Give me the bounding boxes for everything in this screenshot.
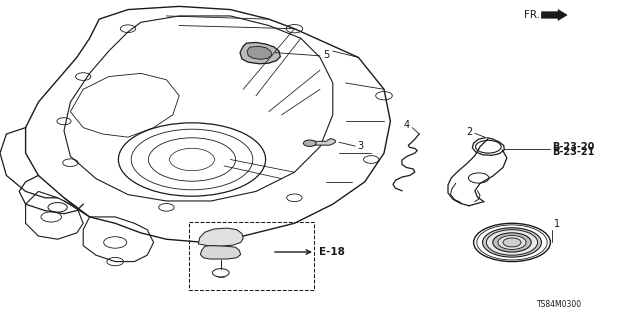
- Text: 3: 3: [357, 141, 364, 151]
- Text: B-23-21: B-23-21: [552, 147, 594, 158]
- Text: TS84M0300: TS84M0300: [538, 300, 582, 309]
- Text: 1: 1: [554, 219, 560, 229]
- Polygon shape: [200, 246, 241, 259]
- Text: 4: 4: [404, 120, 410, 130]
- Circle shape: [486, 230, 538, 255]
- Polygon shape: [247, 46, 272, 59]
- Circle shape: [493, 233, 531, 252]
- Circle shape: [498, 235, 526, 249]
- Text: B-23-20: B-23-20: [552, 142, 594, 152]
- Circle shape: [503, 238, 521, 247]
- Circle shape: [483, 228, 541, 257]
- Text: FR.: FR.: [524, 10, 540, 20]
- Polygon shape: [198, 228, 243, 246]
- Bar: [189, 222, 314, 290]
- Text: 5: 5: [323, 50, 330, 60]
- Text: 2: 2: [467, 127, 473, 137]
- Circle shape: [303, 140, 316, 146]
- Text: E-18: E-18: [319, 247, 344, 257]
- Polygon shape: [240, 42, 280, 64]
- Polygon shape: [541, 10, 567, 20]
- Polygon shape: [312, 139, 335, 145]
